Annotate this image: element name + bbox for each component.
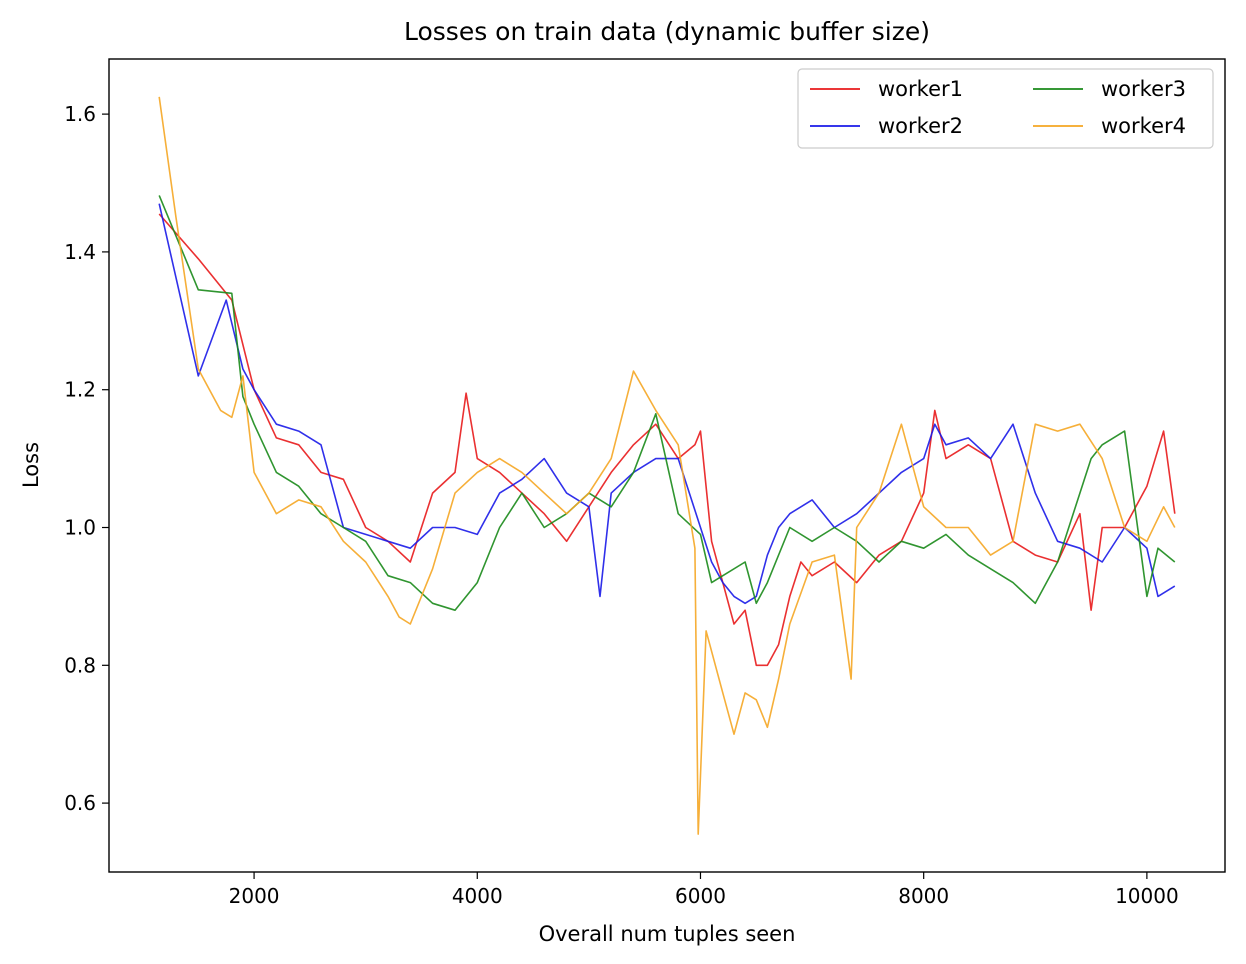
y-tick-label: 1.6: [64, 102, 96, 126]
legend-label-worker1: worker1: [878, 77, 963, 101]
legend-label-worker2: worker2: [878, 114, 963, 138]
legend-label-worker3: worker3: [1101, 77, 1186, 101]
x-axis-label: Overall num tuples seen: [539, 922, 796, 946]
y-axis-label: Loss: [19, 442, 43, 488]
y-tick-label: 0.6: [64, 791, 96, 815]
y-tick-label: 1.4: [64, 240, 96, 264]
series-line-worker3: [158, 195, 1176, 612]
series-layer: [158, 96, 1176, 835]
y-axis: 0.6 0.8 1.0 1.2 1.4 1.6: [64, 102, 109, 815]
x-tick-label: 4000: [452, 884, 503, 908]
legend-label-worker4: worker4: [1101, 114, 1186, 138]
x-tick-label: 2000: [229, 884, 280, 908]
chart-title: Losses on train data (dynamic buffer siz…: [404, 17, 930, 46]
x-tick-label: 8000: [898, 884, 949, 908]
x-tick-label: 6000: [675, 884, 726, 908]
y-tick-label: 1.2: [64, 378, 96, 402]
legend-box: [797, 68, 1214, 149]
x-tick-label: 10000: [1115, 884, 1179, 908]
series-line-worker4: [158, 96, 1176, 835]
y-tick-label: 1.0: [64, 516, 96, 540]
series-line-worker2: [158, 203, 1176, 605]
y-tick-label: 0.8: [64, 653, 96, 677]
legend: worker1 worker2 worker3 worker4: [797, 68, 1214, 149]
x-axis: 2000 4000 6000 8000 10000: [229, 872, 1179, 908]
plot-frame: [108, 58, 1226, 873]
